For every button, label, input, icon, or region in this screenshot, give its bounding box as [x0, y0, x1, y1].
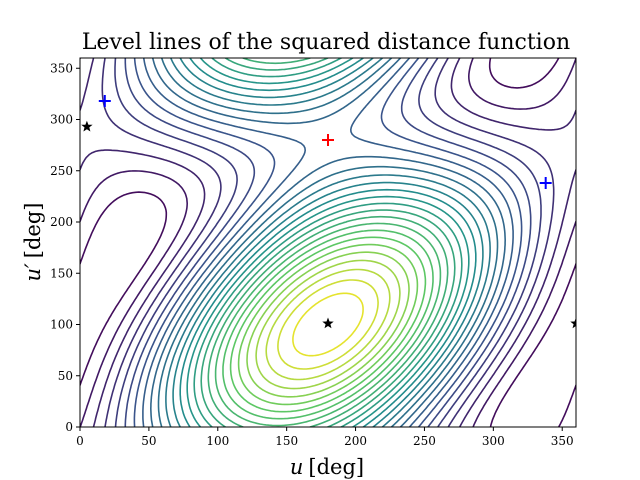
contour-level-line [101, 58, 555, 427]
contour-level-line [207, 58, 449, 427]
contour-level-line [277, 279, 379, 370]
x-axis-label: u [deg] [290, 455, 364, 479]
contour-level-line [150, 58, 506, 427]
y-axis-label: u′ [deg] [21, 203, 45, 282]
contour-level-line [200, 58, 456, 427]
x-axis-variable: u [290, 455, 304, 479]
y-axis-unit: [deg] [21, 203, 45, 259]
x-tick-label: 100 [206, 434, 229, 448]
y-tick-label: 50 [58, 369, 73, 383]
contour-level-line [165, 58, 491, 427]
chart-title: Level lines of the squared distance func… [82, 30, 570, 55]
contour-level-line [80, 58, 576, 427]
y-tick-label: 250 [50, 164, 73, 178]
minimum-marker [539, 177, 552, 190]
x-tick-label: 200 [344, 434, 367, 448]
critical-point-markers [81, 95, 576, 329]
plot-frame [79, 57, 577, 428]
contour-level-line [114, 58, 542, 427]
contour-lines [80, 58, 576, 427]
minimum-marker [98, 95, 111, 108]
contour-level-line [80, 58, 576, 427]
saddle-point-marker [570, 317, 576, 329]
contour-level-line [214, 222, 442, 427]
contour-level-line [255, 259, 401, 390]
contour-level-line [133, 58, 523, 427]
x-tick-label: 300 [482, 434, 505, 448]
y-tick-label: 150 [50, 266, 73, 280]
maximum-marker [322, 134, 334, 146]
contour-level-line [172, 58, 484, 427]
y-axis-ticks: 0 50 100 150 200 250 300 350 [50, 61, 80, 434]
contour-level-line [186, 58, 470, 427]
saddle-point-marker [322, 317, 334, 329]
y-axis-variable: u′ [21, 263, 45, 282]
contour-level-line [246, 251, 410, 398]
x-tick-label: 250 [413, 434, 436, 448]
contour-level-line [237, 243, 419, 406]
contour-level-line [193, 58, 463, 427]
y-tick-label: 0 [65, 420, 73, 434]
contour-level-line [157, 58, 499, 427]
contour-level-line [292, 292, 364, 357]
contour-level-line [80, 58, 576, 427]
contour-level-line [179, 58, 477, 427]
contour-level-line [229, 236, 427, 413]
x-tick-label: 150 [275, 434, 298, 448]
x-tick-label: 0 [76, 434, 84, 448]
y-tick-label: 350 [50, 61, 73, 75]
saddle-point-marker [81, 120, 93, 132]
y-tick-label: 100 [50, 318, 73, 332]
x-axis-unit: [deg] [308, 455, 364, 479]
contour-level-line [222, 229, 434, 420]
x-tick-label: 50 [141, 434, 156, 448]
x-axis-ticks: 0 50 100 150 200 250 300 350 [76, 427, 574, 448]
y-tick-label: 200 [50, 215, 73, 229]
contour-level-line [142, 58, 514, 427]
contour-level-line [124, 58, 532, 427]
y-tick-label: 300 [50, 113, 73, 127]
x-tick-label: 350 [551, 434, 574, 448]
contour-level-line [265, 268, 391, 381]
